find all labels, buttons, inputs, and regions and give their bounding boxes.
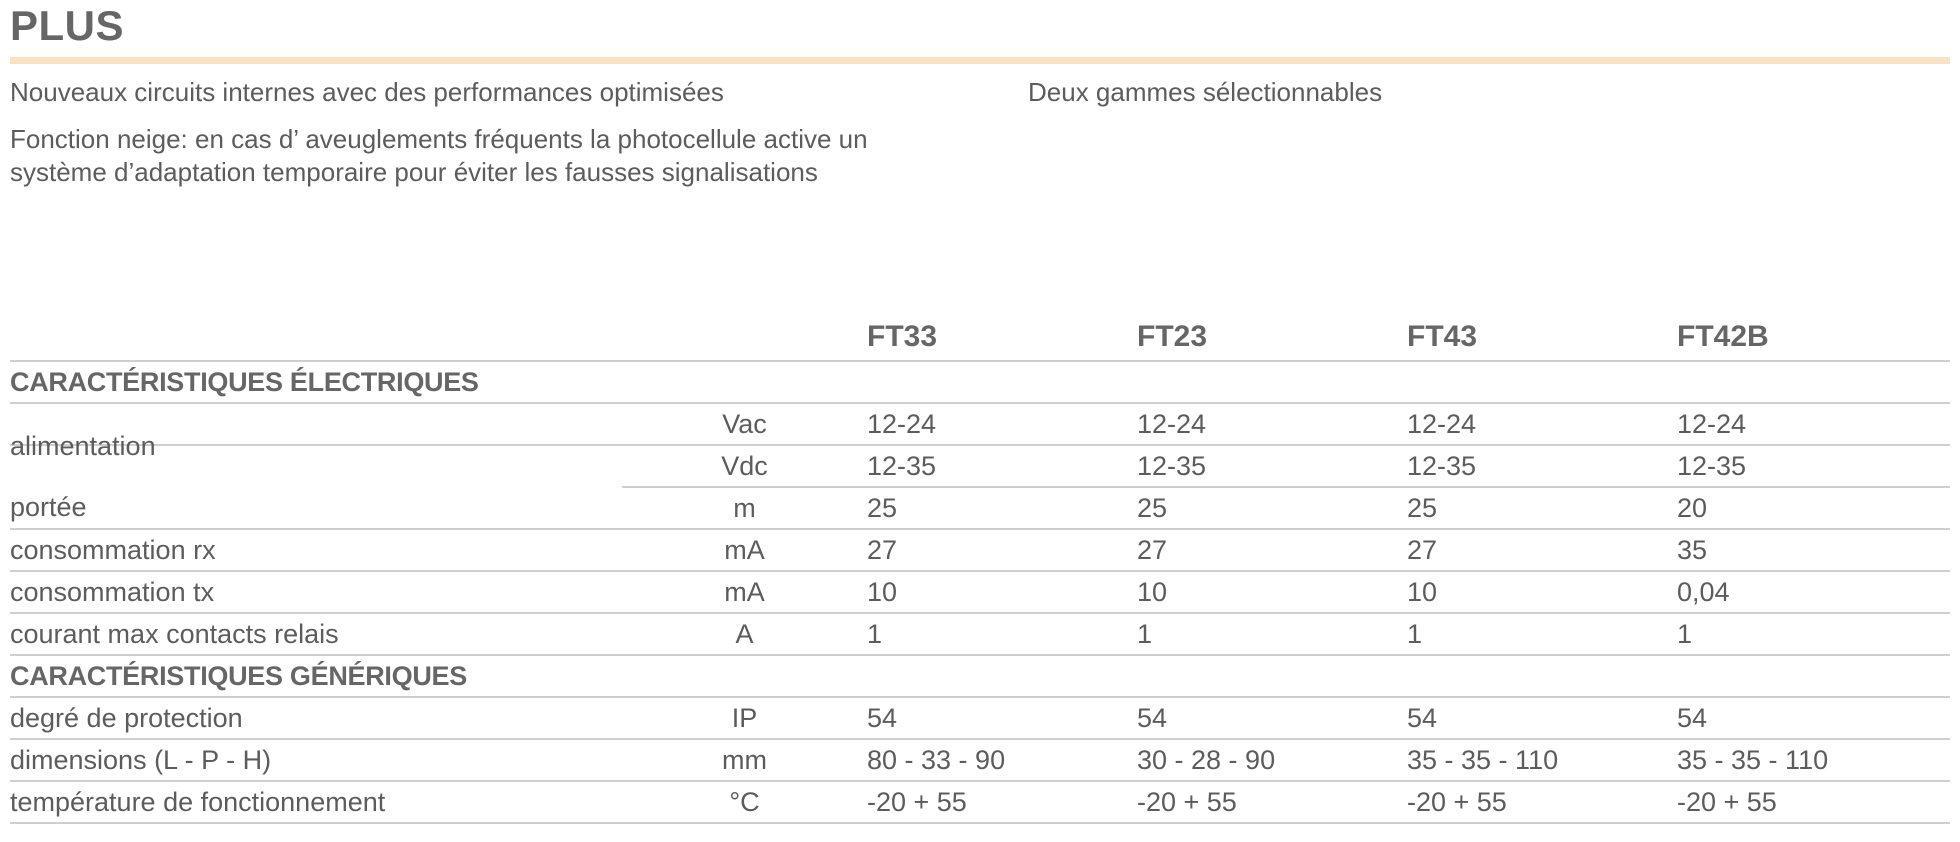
- cell-value: -20 + 55: [867, 781, 1137, 824]
- table-row: température de fonctionnement °C -20 + 5…: [10, 781, 1950, 824]
- page-title: PLUS: [10, 2, 125, 49]
- row-label: [10, 403, 622, 446]
- cell-value: 0,04: [1677, 571, 1950, 614]
- cell-value: 27: [1407, 529, 1677, 572]
- row-label: alimentation: [10, 431, 156, 461]
- cell-value: 12-24: [1677, 403, 1950, 446]
- cell-value: -20 + 55: [1137, 781, 1407, 824]
- table-row: consommation rx mA 27 27 27 35: [10, 529, 1950, 572]
- cell-value: 10: [867, 571, 1137, 614]
- row-label: courant max contacts relais: [10, 613, 622, 656]
- cell-value: 12-24: [867, 403, 1137, 446]
- row-label: dimensions (L - P - H): [10, 739, 622, 782]
- cell-value: 12-35: [1677, 445, 1950, 488]
- feature-text: Fonction neige: en cas d’ aveuglements f…: [10, 124, 868, 187]
- row-unit: A: [622, 613, 867, 656]
- model-header: FT33: [867, 314, 1137, 362]
- cell-value: 12-24: [1407, 403, 1677, 446]
- table-header-row: FT33 FT23 FT43 FT42B: [10, 314, 1950, 362]
- cell-value: 27: [867, 529, 1137, 572]
- cell-value: 25: [1137, 487, 1407, 530]
- feature-text: Nouveaux circuits internes avec des perf…: [10, 77, 724, 107]
- table-row: Vac 12-24 12-24 12-24 12-24: [10, 403, 1950, 446]
- cell-value: 25: [867, 487, 1137, 530]
- cell-value: 54: [1407, 697, 1677, 740]
- cell-value: 20: [1677, 487, 1950, 530]
- cell-value: 12-35: [867, 445, 1137, 488]
- header-blank: [622, 314, 867, 362]
- header-blank: [10, 314, 622, 362]
- table-row: alimentation Vdc 12-35 12-35 12-35 12-35: [10, 431, 1950, 488]
- cell-value: 54: [1677, 697, 1950, 740]
- row-label: température de fonctionnement: [10, 781, 622, 824]
- specifications-table: FT33 FT23 FT43 FT42B CARACTÉRISTIQUES ÉL…: [10, 314, 1950, 824]
- cell-value: -20 + 55: [1677, 781, 1950, 824]
- cell-value: 30 - 28 - 90: [1137, 739, 1407, 782]
- row-unit: °C: [622, 781, 867, 824]
- cell-value: 35 - 35 - 110: [1407, 739, 1677, 782]
- cell-value: 12-35: [1137, 445, 1407, 488]
- row-label: consommation tx: [10, 571, 622, 614]
- model-header: FT23: [1137, 314, 1407, 362]
- model-header: FT43: [1407, 314, 1677, 362]
- table-row: portée m 25 25 25 20: [10, 487, 1950, 530]
- row-label: degré de protection: [10, 697, 622, 740]
- section-row: CARACTÉRISTIQUES GÉNÉRIQUES: [10, 655, 1950, 698]
- row-unit: mm: [622, 739, 867, 782]
- row-unit: IP: [622, 697, 867, 740]
- row-unit: mA: [622, 571, 867, 614]
- table-row: consommation tx mA 10 10 10 0,04: [10, 571, 1950, 614]
- cell-value: 35 - 35 - 110: [1677, 739, 1950, 782]
- model-header: FT42B: [1677, 314, 1950, 362]
- cell-value: 54: [867, 697, 1137, 740]
- cell-value: 1: [1677, 613, 1950, 656]
- cell-value: 80 - 33 - 90: [867, 739, 1137, 782]
- cell-value: 12-24: [1137, 403, 1407, 446]
- cell-value: 1: [1137, 613, 1407, 656]
- cell-value: 25: [1407, 487, 1677, 530]
- cell-value: -20 + 55: [1407, 781, 1677, 824]
- cell-value: 10: [1407, 571, 1677, 614]
- cell-value: 10: [1137, 571, 1407, 614]
- cell-value: 1: [867, 613, 1137, 656]
- row-label: consommation rx: [10, 529, 622, 572]
- section-title: CARACTÉRISTIQUES ÉLECTRIQUES: [10, 361, 1950, 404]
- section-row: CARACTÉRISTIQUES ÉLECTRIQUES: [10, 361, 1950, 404]
- row-unit: Vac: [622, 403, 867, 446]
- table-row: dimensions (L - P - H) mm 80 - 33 - 90 3…: [10, 739, 1950, 782]
- row-unit: m: [622, 487, 867, 530]
- cell-value: 27: [1137, 529, 1407, 572]
- feature-text: Deux gammes sélectionnables: [1028, 77, 1383, 107]
- cell-value: 54: [1137, 697, 1407, 740]
- cell-value: 35: [1677, 529, 1950, 572]
- row-label: portée: [10, 487, 622, 530]
- table-row: degré de protection IP 54 54 54 54: [10, 697, 1950, 740]
- table-row: courant max contacts relais A 1 1 1 1: [10, 613, 1950, 656]
- row-unit: Vdc: [622, 445, 867, 488]
- cell-value: 12-35: [1407, 445, 1677, 488]
- row-unit: mA: [622, 529, 867, 572]
- section-title: CARACTÉRISTIQUES GÉNÉRIQUES: [10, 655, 1950, 698]
- cell-value: 1: [1407, 613, 1677, 656]
- title-underline: [10, 57, 1950, 64]
